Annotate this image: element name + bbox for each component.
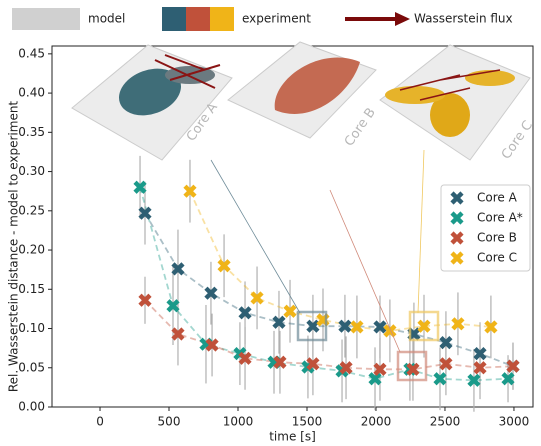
x-tick-label: 2500 [430,415,461,429]
inset-c: Core C [380,45,536,162]
legend-flux: Wasserstein flux [414,12,513,26]
model-swatch [12,8,80,30]
x-tick-label: 1500 [292,415,323,429]
y-tick-label: 0.45 [18,46,45,60]
inset-shape [385,86,445,104]
y-tick-label: 0.10 [18,321,45,335]
inset-b: Core B [228,42,379,149]
y-tick-label: 0.05 [18,360,45,374]
exp-swatch [210,7,234,31]
exp-swatch [162,7,186,31]
legend-label: Core A* [477,211,523,225]
y-axis-label: Rel. Wasserstein distance - model to exp… [7,101,21,393]
inset-label: Core C [499,118,536,162]
y-tick-label: 0.35 [18,125,45,139]
y-tick-label: 0.25 [18,203,45,217]
x-tick-label: 0 [96,415,104,429]
y-tick-label: 0.15 [18,282,45,296]
y-tick-label: 0.00 [18,400,45,414]
x-tick-label: 1000 [223,415,254,429]
legend-label: Core B [477,231,517,245]
legend-label: Core A [477,191,518,205]
y-tick-label: 0.40 [18,86,45,100]
figure: model experiment Wasserstein flux 0.00 0.… [0,0,541,446]
flux-arrow [345,12,410,26]
y-tick-label: 0.20 [18,243,45,257]
legend-experiment: experiment [242,12,311,26]
exp-swatch [186,7,210,31]
inset-label: Core B [342,105,379,149]
x-tick-label: 2000 [361,415,392,429]
x-tick-label: 500 [158,415,181,429]
x-tick-label: 3000 [499,415,530,429]
legend-label: Core C [477,251,517,265]
connector [418,150,424,313]
inset-a: Core A [72,45,232,160]
legend-model: model [88,12,125,26]
x-axis-label: time [s] [269,430,316,444]
y-tick-label: 0.30 [18,164,45,178]
